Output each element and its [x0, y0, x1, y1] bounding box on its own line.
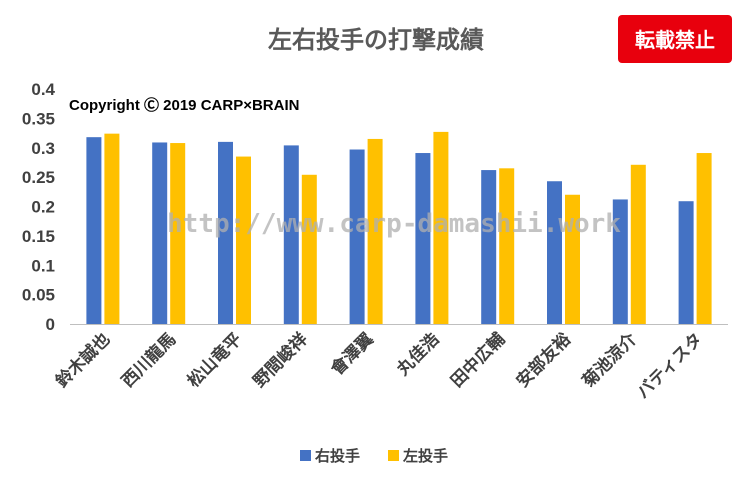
- x-tick-label: 野間峻祥: [249, 329, 312, 392]
- bar-right-pitcher: [152, 142, 168, 324]
- x-tick-label: 丸佳浩: [392, 329, 444, 381]
- y-tick-label: 0.1: [31, 256, 55, 275]
- y-tick-label: 0.15: [22, 227, 55, 246]
- badge-label: 転載禁止: [635, 28, 715, 52]
- bar-left-pitcher: [499, 168, 515, 324]
- chart-title: 左右投手の打撃成績: [268, 26, 484, 54]
- bar-right-pitcher: [283, 145, 299, 324]
- y-tick-label: 0.35: [22, 109, 55, 128]
- bar-left-pitcher: [367, 138, 383, 324]
- watermark-url: http://www.carp-damashii.work: [167, 209, 621, 239]
- bar-left-pitcher: [696, 153, 712, 324]
- bar-right-pitcher: [415, 153, 431, 324]
- bar-left-pitcher: [301, 174, 317, 324]
- badge-background: [618, 15, 732, 63]
- y-tick-label: 0.25: [22, 168, 55, 187]
- bar-left-pitcher: [104, 133, 120, 324]
- legend: 右投手 左投手: [300, 447, 448, 465]
- x-tick-label: 西川龍馬: [117, 329, 180, 392]
- bar-left-pitcher: [236, 156, 251, 324]
- copyright-text: Copyright Ⓒ 2019 CARP×BRAIN: [69, 96, 299, 114]
- y-axis: 0 0.05 0.1 0.15 0.2 0.25 0.3 0.35 0.4: [22, 80, 56, 334]
- y-tick-label: 0.05: [22, 286, 55, 305]
- x-tick-label: 田中広輔: [446, 329, 509, 392]
- bar-right-pitcher: [612, 199, 628, 324]
- y-tick-label: 0.4: [31, 80, 55, 99]
- bar-right-pitcher: [678, 201, 694, 324]
- legend-label: 左投手: [402, 447, 448, 465]
- y-tick-label: 0: [46, 315, 55, 334]
- bar-left-pitcher: [170, 143, 186, 324]
- y-tick-label: 0.2: [31, 198, 55, 217]
- legend-swatch: [388, 450, 399, 461]
- legend-swatch: [300, 450, 311, 461]
- x-tick-label: 松山竜平: [183, 329, 246, 392]
- x-tick-label: バティスタ: [633, 329, 707, 403]
- x-tick-label: 會澤翼: [326, 329, 378, 381]
- bar-right-pitcher: [547, 181, 562, 324]
- x-tick-label: 鈴木誠也: [52, 329, 115, 392]
- legend-label: 右投手: [315, 447, 360, 465]
- bar-right-pitcher: [218, 141, 233, 324]
- bar-left-pitcher: [565, 194, 580, 324]
- bar-right-pitcher: [349, 149, 365, 324]
- y-tick-label: 0.3: [31, 139, 55, 158]
- x-tick-label: 菊池涼介: [578, 328, 642, 392]
- bar-right-pitcher: [481, 170, 497, 324]
- bar-left-pitcher: [630, 164, 646, 324]
- bars: [86, 131, 712, 324]
- bar-right-pitcher: [86, 137, 102, 324]
- bar-left-pitcher: [433, 131, 449, 324]
- x-tick-label: 安部友裕: [512, 329, 575, 392]
